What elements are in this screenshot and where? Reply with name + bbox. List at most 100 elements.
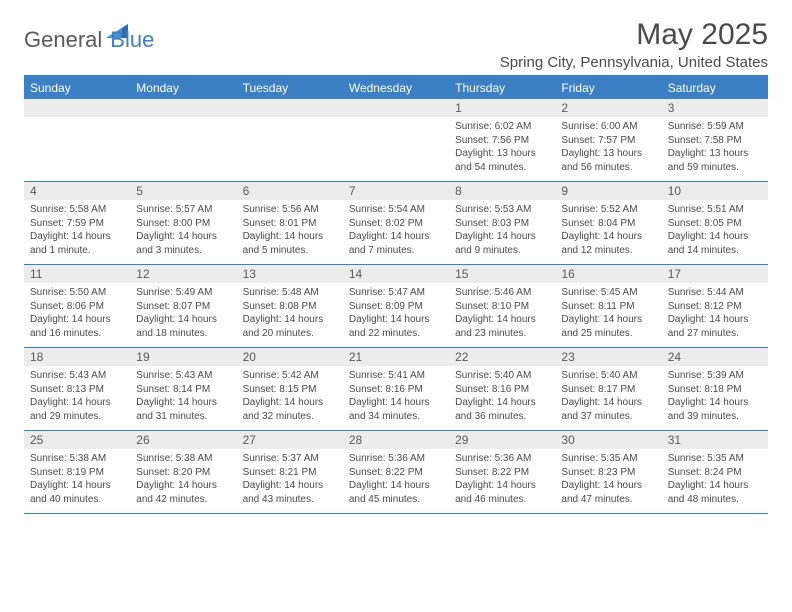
week-row: 11Sunrise: 5:50 AMSunset: 8:06 PMDayligh… [24, 265, 768, 348]
weeks-container: 1Sunrise: 6:02 AMSunset: 7:56 PMDaylight… [24, 99, 768, 514]
day-content: Sunrise: 5:51 AMSunset: 8:05 PMDaylight:… [662, 200, 768, 261]
weekday-header-cell: Monday [130, 77, 236, 99]
day-content: Sunrise: 5:45 AMSunset: 8:11 PMDaylight:… [555, 283, 661, 344]
weekday-header-row: SundayMondayTuesdayWednesdayThursdayFrid… [24, 77, 768, 99]
day-cell: 3Sunrise: 5:59 AMSunset: 7:58 PMDaylight… [662, 99, 768, 181]
week-row: 1Sunrise: 6:02 AMSunset: 7:56 PMDaylight… [24, 99, 768, 182]
empty-day-number [343, 99, 449, 117]
day-number: 26 [130, 431, 236, 449]
sunrise-text: Sunrise: 5:54 AM [349, 203, 443, 217]
day-content: Sunrise: 5:52 AMSunset: 8:04 PMDaylight:… [555, 200, 661, 261]
day-content: Sunrise: 5:35 AMSunset: 8:24 PMDaylight:… [662, 449, 768, 510]
sunrise-text: Sunrise: 5:38 AM [136, 452, 230, 466]
empty-day-number [237, 99, 343, 117]
empty-day-number [130, 99, 236, 117]
day-cell [343, 99, 449, 181]
weekday-header-cell: Thursday [449, 77, 555, 99]
daylight-text: Daylight: 14 hours and 43 minutes. [243, 479, 337, 506]
sunset-text: Sunset: 8:19 PM [30, 466, 124, 480]
sunrise-text: Sunrise: 5:49 AM [136, 286, 230, 300]
day-number: 22 [449, 348, 555, 366]
daylight-text: Daylight: 14 hours and 39 minutes. [668, 396, 762, 423]
day-number: 7 [343, 182, 449, 200]
empty-day-number [24, 99, 130, 117]
daylight-text: Daylight: 14 hours and 45 minutes. [349, 479, 443, 506]
sunset-text: Sunset: 8:02 PM [349, 217, 443, 231]
day-content: Sunrise: 5:35 AMSunset: 8:23 PMDaylight:… [555, 449, 661, 510]
sunset-text: Sunset: 8:22 PM [349, 466, 443, 480]
calendar-page: General Blue May 2025 Spring City, Penns… [0, 0, 792, 532]
sunrise-text: Sunrise: 5:59 AM [668, 120, 762, 134]
day-content: Sunrise: 5:46 AMSunset: 8:10 PMDaylight:… [449, 283, 555, 344]
day-cell: 12Sunrise: 5:49 AMSunset: 8:07 PMDayligh… [130, 265, 236, 347]
day-cell: 31Sunrise: 5:35 AMSunset: 8:24 PMDayligh… [662, 431, 768, 513]
sunset-text: Sunset: 8:16 PM [349, 383, 443, 397]
month-title: May 2025 [500, 18, 768, 52]
day-number: 11 [24, 265, 130, 283]
day-cell [130, 99, 236, 181]
logo-text-general: General [24, 27, 102, 53]
day-cell: 29Sunrise: 5:36 AMSunset: 8:22 PMDayligh… [449, 431, 555, 513]
day-number: 3 [662, 99, 768, 117]
daylight-text: Daylight: 14 hours and 23 minutes. [455, 313, 549, 340]
day-number: 16 [555, 265, 661, 283]
day-cell: 7Sunrise: 5:54 AMSunset: 8:02 PMDaylight… [343, 182, 449, 264]
day-number: 27 [237, 431, 343, 449]
day-number: 8 [449, 182, 555, 200]
day-content: Sunrise: 5:38 AMSunset: 8:20 PMDaylight:… [130, 449, 236, 510]
day-number: 29 [449, 431, 555, 449]
day-number: 5 [130, 182, 236, 200]
sunset-text: Sunset: 7:59 PM [30, 217, 124, 231]
day-number: 17 [662, 265, 768, 283]
sunrise-text: Sunrise: 5:51 AM [668, 203, 762, 217]
location-text: Spring City, Pennsylvania, United States [500, 54, 768, 71]
week-row: 4Sunrise: 5:58 AMSunset: 7:59 PMDaylight… [24, 182, 768, 265]
day-cell [237, 99, 343, 181]
day-cell: 22Sunrise: 5:40 AMSunset: 8:16 PMDayligh… [449, 348, 555, 430]
day-content: Sunrise: 5:37 AMSunset: 8:21 PMDaylight:… [237, 449, 343, 510]
day-cell: 6Sunrise: 5:56 AMSunset: 8:01 PMDaylight… [237, 182, 343, 264]
day-cell: 9Sunrise: 5:52 AMSunset: 8:04 PMDaylight… [555, 182, 661, 264]
sunset-text: Sunset: 8:09 PM [349, 300, 443, 314]
daylight-text: Daylight: 13 hours and 56 minutes. [561, 147, 655, 174]
sunset-text: Sunset: 7:56 PM [455, 134, 549, 148]
day-cell: 11Sunrise: 5:50 AMSunset: 8:06 PMDayligh… [24, 265, 130, 347]
day-content: Sunrise: 5:54 AMSunset: 8:02 PMDaylight:… [343, 200, 449, 261]
sunrise-text: Sunrise: 5:47 AM [349, 286, 443, 300]
day-number: 30 [555, 431, 661, 449]
daylight-text: Daylight: 14 hours and 32 minutes. [243, 396, 337, 423]
daylight-text: Daylight: 14 hours and 1 minute. [30, 230, 124, 257]
day-cell: 17Sunrise: 5:44 AMSunset: 8:12 PMDayligh… [662, 265, 768, 347]
day-cell: 27Sunrise: 5:37 AMSunset: 8:21 PMDayligh… [237, 431, 343, 513]
day-content: Sunrise: 5:41 AMSunset: 8:16 PMDaylight:… [343, 366, 449, 427]
day-cell: 14Sunrise: 5:47 AMSunset: 8:09 PMDayligh… [343, 265, 449, 347]
daylight-text: Daylight: 14 hours and 7 minutes. [349, 230, 443, 257]
sunset-text: Sunset: 8:24 PM [668, 466, 762, 480]
day-cell: 13Sunrise: 5:48 AMSunset: 8:08 PMDayligh… [237, 265, 343, 347]
day-content: Sunrise: 5:39 AMSunset: 8:18 PMDaylight:… [662, 366, 768, 427]
day-content: Sunrise: 5:48 AMSunset: 8:08 PMDaylight:… [237, 283, 343, 344]
day-content: Sunrise: 5:40 AMSunset: 8:16 PMDaylight:… [449, 366, 555, 427]
sunset-text: Sunset: 7:57 PM [561, 134, 655, 148]
daylight-text: Daylight: 14 hours and 36 minutes. [455, 396, 549, 423]
sunrise-text: Sunrise: 5:52 AM [561, 203, 655, 217]
day-cell: 25Sunrise: 5:38 AMSunset: 8:19 PMDayligh… [24, 431, 130, 513]
day-number: 24 [662, 348, 768, 366]
logo-text-blue: Blue [110, 27, 154, 53]
day-content: Sunrise: 5:38 AMSunset: 8:19 PMDaylight:… [24, 449, 130, 510]
day-number: 4 [24, 182, 130, 200]
day-content: Sunrise: 5:36 AMSunset: 8:22 PMDaylight:… [343, 449, 449, 510]
day-number: 9 [555, 182, 661, 200]
sunrise-text: Sunrise: 5:43 AM [30, 369, 124, 383]
day-cell: 5Sunrise: 5:57 AMSunset: 8:00 PMDaylight… [130, 182, 236, 264]
calendar-grid: SundayMondayTuesdayWednesdayThursdayFrid… [24, 75, 768, 514]
sunrise-text: Sunrise: 5:46 AM [455, 286, 549, 300]
day-number: 28 [343, 431, 449, 449]
day-content: Sunrise: 5:57 AMSunset: 8:00 PMDaylight:… [130, 200, 236, 261]
sunset-text: Sunset: 8:17 PM [561, 383, 655, 397]
sunset-text: Sunset: 7:58 PM [668, 134, 762, 148]
sunset-text: Sunset: 8:22 PM [455, 466, 549, 480]
day-content: Sunrise: 5:59 AMSunset: 7:58 PMDaylight:… [662, 117, 768, 178]
sunset-text: Sunset: 8:13 PM [30, 383, 124, 397]
sunset-text: Sunset: 8:06 PM [30, 300, 124, 314]
